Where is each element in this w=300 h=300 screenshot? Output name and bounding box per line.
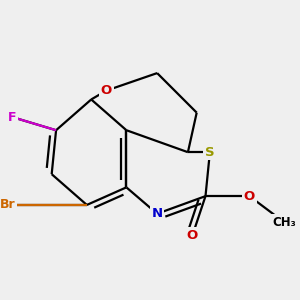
Text: F: F [8,110,16,124]
Text: N: N [152,207,163,220]
Text: S: S [205,146,215,159]
Text: O: O [100,84,112,97]
Text: Br: Br [0,198,16,212]
Text: CH₃: CH₃ [273,216,296,229]
Text: O: O [187,229,198,242]
Text: O: O [244,190,255,202]
